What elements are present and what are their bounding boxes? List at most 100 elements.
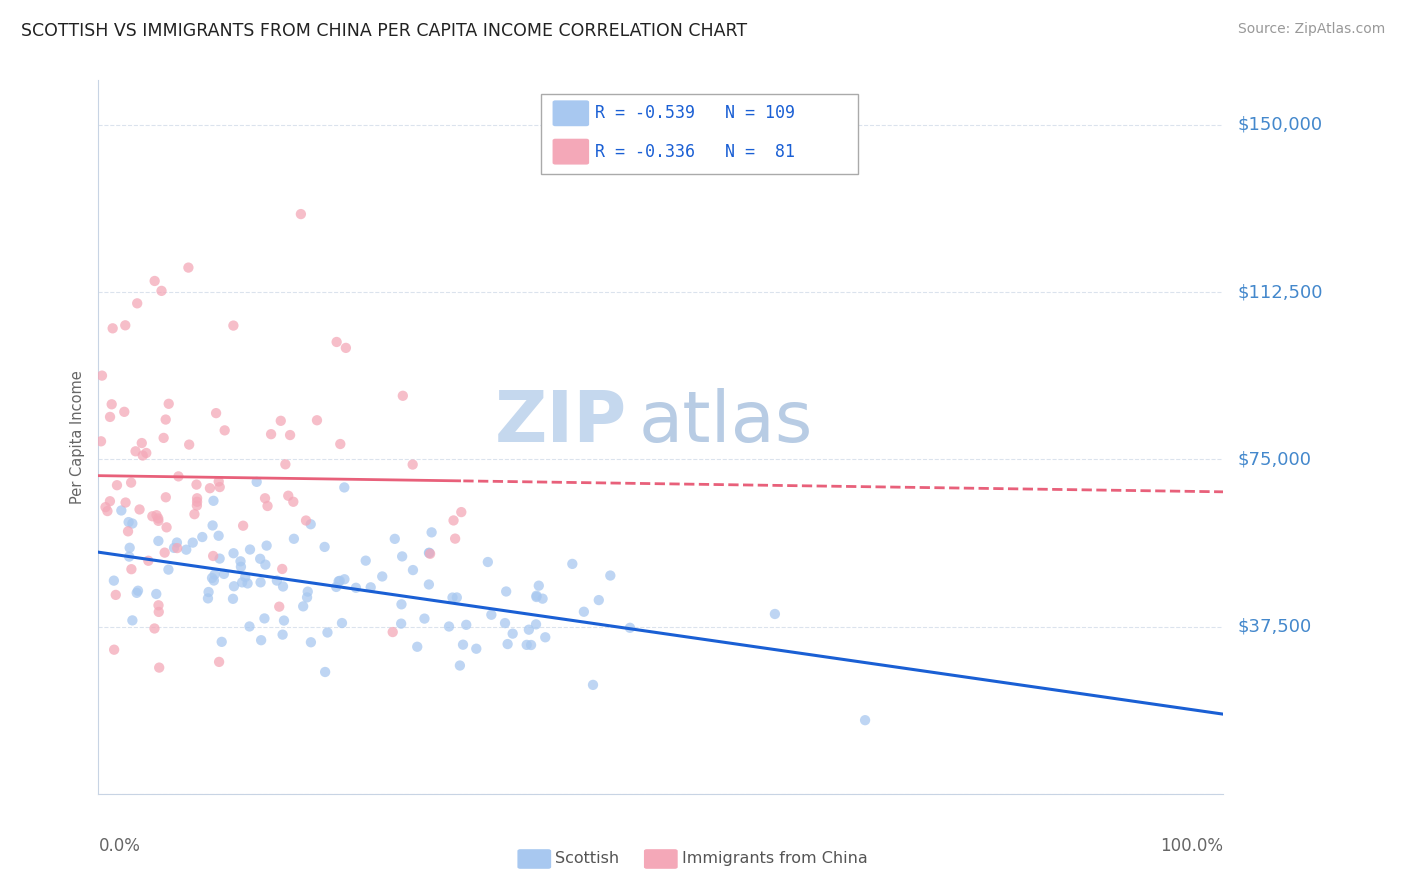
Point bbox=[132, 449, 155, 463]
Point bbox=[127, 583, 149, 598]
Point bbox=[222, 318, 245, 333]
Point bbox=[208, 655, 231, 669]
Point bbox=[110, 503, 132, 517]
Point bbox=[599, 568, 621, 582]
Point bbox=[208, 551, 231, 566]
Point bbox=[283, 495, 305, 509]
Point bbox=[316, 625, 339, 640]
Point bbox=[389, 616, 412, 631]
Point bbox=[325, 580, 347, 594]
Point bbox=[527, 579, 550, 593]
Point bbox=[391, 549, 413, 564]
Point bbox=[181, 535, 204, 549]
Text: 100.0%: 100.0% bbox=[1160, 837, 1223, 855]
Point bbox=[163, 541, 186, 555]
Point bbox=[419, 547, 441, 561]
Text: ZIP: ZIP bbox=[495, 388, 627, 458]
Point bbox=[531, 591, 554, 606]
Point bbox=[197, 591, 219, 606]
Point bbox=[297, 584, 319, 599]
Point bbox=[277, 489, 299, 503]
Point bbox=[231, 575, 253, 590]
Point bbox=[153, 546, 176, 560]
Point bbox=[465, 641, 488, 656]
Point bbox=[444, 532, 467, 546]
Point bbox=[333, 572, 356, 586]
Point bbox=[233, 570, 256, 584]
Point bbox=[619, 621, 641, 635]
Point bbox=[314, 665, 336, 679]
Point bbox=[167, 469, 190, 483]
Text: atlas: atlas bbox=[638, 388, 813, 458]
Point bbox=[572, 605, 595, 619]
Point bbox=[222, 546, 245, 560]
Point bbox=[127, 296, 149, 310]
Point bbox=[496, 637, 519, 651]
Point bbox=[148, 533, 170, 548]
Point bbox=[325, 334, 347, 349]
Point bbox=[98, 494, 121, 508]
Point bbox=[201, 518, 224, 533]
Text: 0.0%: 0.0% bbox=[98, 837, 141, 855]
Point bbox=[273, 614, 295, 628]
Text: R = -0.336   N =  81: R = -0.336 N = 81 bbox=[595, 143, 794, 161]
Point bbox=[145, 508, 167, 523]
Point bbox=[238, 619, 260, 633]
Point bbox=[274, 458, 297, 472]
Point bbox=[502, 626, 524, 640]
Point bbox=[150, 284, 173, 298]
Point bbox=[166, 541, 188, 555]
Point bbox=[120, 475, 142, 490]
Point bbox=[269, 599, 291, 614]
Point bbox=[148, 599, 170, 613]
Point bbox=[295, 514, 318, 528]
Point bbox=[148, 514, 170, 528]
Point bbox=[266, 574, 288, 588]
Point bbox=[260, 427, 283, 442]
Point bbox=[91, 368, 114, 383]
Point bbox=[143, 274, 166, 288]
Point bbox=[450, 505, 472, 519]
Point bbox=[381, 625, 404, 640]
Point bbox=[211, 635, 233, 649]
Point bbox=[103, 642, 125, 657]
Point bbox=[305, 413, 328, 427]
Point bbox=[222, 579, 245, 593]
Point bbox=[250, 633, 273, 648]
Point bbox=[212, 566, 235, 581]
Text: $75,000: $75,000 bbox=[1237, 450, 1312, 468]
Point bbox=[256, 499, 278, 513]
Point bbox=[155, 490, 177, 504]
Point bbox=[128, 502, 150, 516]
Text: Source: ZipAtlas.com: Source: ZipAtlas.com bbox=[1237, 22, 1385, 37]
Point bbox=[232, 518, 254, 533]
Point bbox=[136, 554, 159, 568]
Point bbox=[222, 591, 245, 606]
Point bbox=[103, 574, 125, 588]
Point bbox=[588, 593, 610, 607]
Point bbox=[443, 513, 465, 527]
Text: $37,500: $37,500 bbox=[1237, 617, 1312, 636]
Y-axis label: Per Capita Income: Per Capita Income bbox=[70, 370, 86, 504]
Point bbox=[328, 574, 350, 589]
Point bbox=[208, 475, 231, 489]
Point bbox=[197, 585, 219, 599]
Point bbox=[236, 576, 259, 591]
Point bbox=[406, 640, 429, 654]
Point bbox=[253, 611, 276, 625]
Point bbox=[335, 341, 357, 355]
Point bbox=[148, 660, 170, 674]
Point bbox=[239, 542, 262, 557]
Point bbox=[271, 627, 294, 641]
Point bbox=[201, 571, 224, 585]
Point bbox=[329, 437, 352, 451]
Point bbox=[299, 635, 322, 649]
Point bbox=[208, 480, 231, 494]
Point bbox=[177, 260, 200, 275]
Point bbox=[418, 577, 440, 591]
Point bbox=[295, 591, 318, 605]
Point bbox=[112, 405, 135, 419]
Point bbox=[141, 509, 163, 524]
Point bbox=[344, 581, 367, 595]
Point bbox=[495, 584, 517, 599]
